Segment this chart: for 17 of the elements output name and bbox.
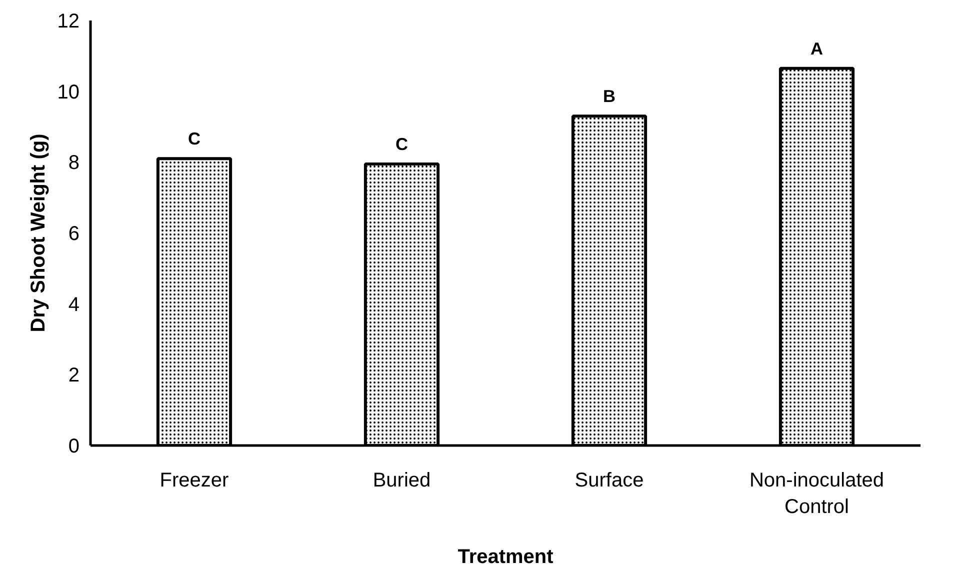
annotation: B: [602, 86, 616, 106]
y-tick-label: 10: [57, 81, 80, 104]
x-tick-label: Freezer: [160, 470, 230, 492]
annotation: C: [188, 128, 201, 149]
y-tick-label: 4: [68, 294, 80, 316]
annotation: A: [810, 38, 824, 58]
y-tick-label: 6: [68, 223, 80, 245]
x-tick-label: Surface: [574, 470, 644, 492]
y-tick-label: 0: [68, 436, 80, 458]
y-tick-label: 8: [68, 152, 80, 174]
y-tick-label: 2: [68, 364, 80, 387]
y-axis-title: Dry Shoot Weight (g): [27, 134, 50, 332]
x-axis-title: Treatment: [458, 546, 554, 568]
x-tick-label: Buried: [372, 470, 431, 492]
y-tick-label: 12: [57, 10, 80, 32]
x-tick-label: Non-inoculated Control: [749, 470, 884, 518]
annotation: C: [395, 134, 408, 154]
